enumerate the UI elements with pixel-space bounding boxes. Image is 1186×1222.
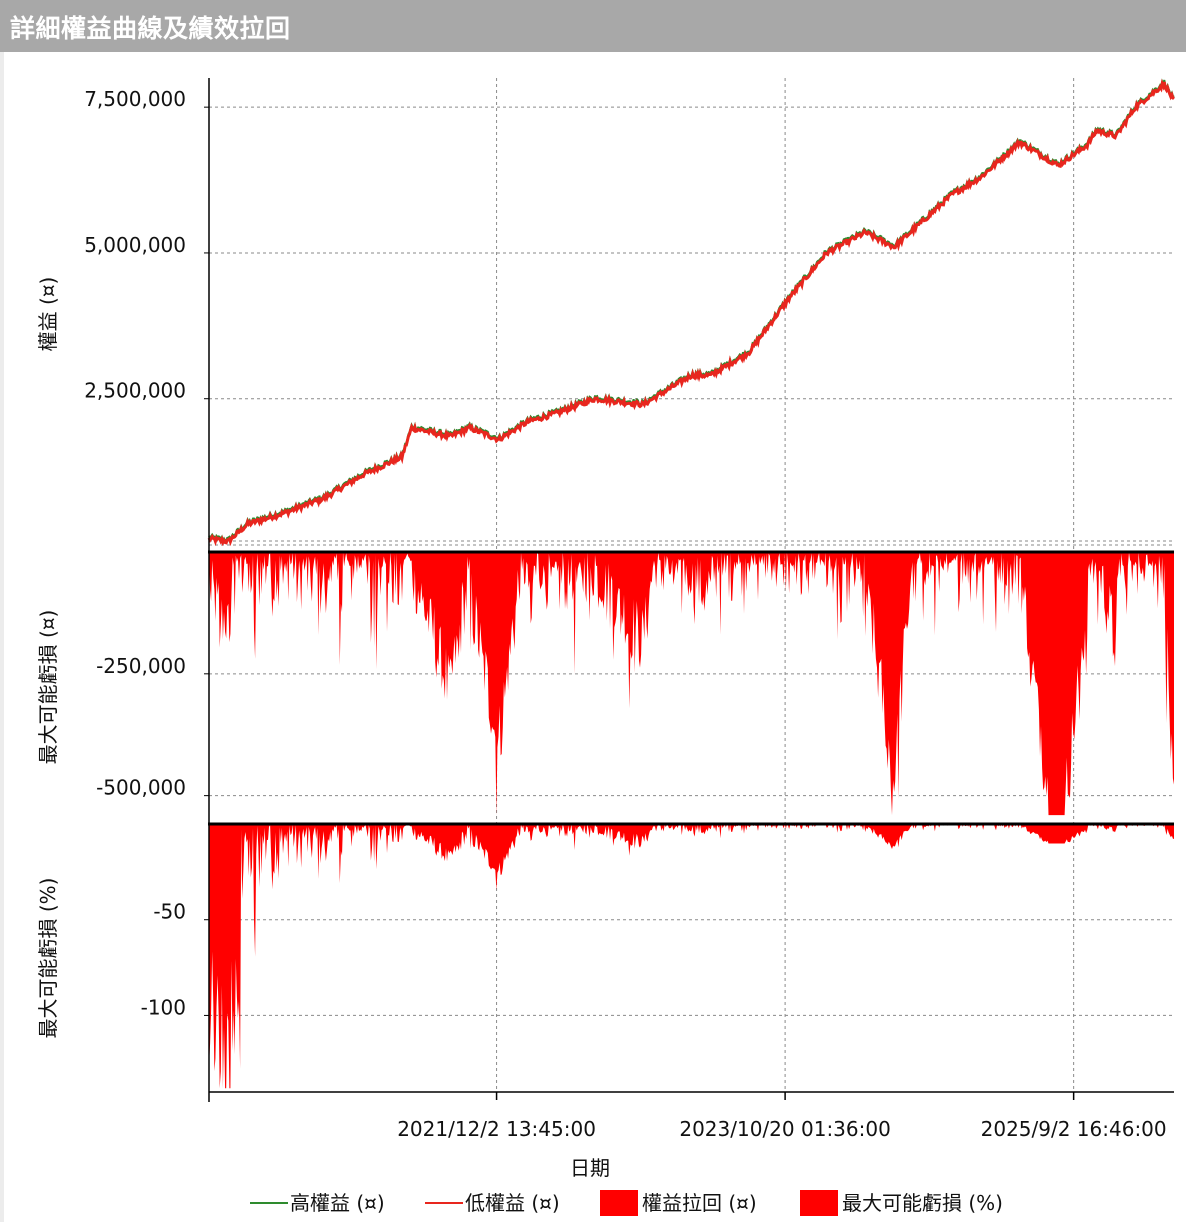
y-tick-label: -250,000: [96, 654, 186, 678]
drawdown-panel: 最大可能虧損 (¤) -250,000 -500,000: [36, 550, 1174, 816]
legend-item-label: 高權益 (¤): [290, 1191, 385, 1215]
drawdown-y-ticks: -250,000 -500,000: [96, 654, 209, 800]
y-tick-label: -500,000: [96, 776, 186, 800]
x-tick-label: 2023/10/20 01:36:00: [679, 1117, 890, 1141]
legend-item-label: 權益拉回 (¤): [642, 1191, 757, 1215]
y-tick-label: -100: [141, 995, 186, 1019]
window-title-bar: 詳細權益曲線及績效拉回: [0, 0, 1186, 52]
y-tick-label: 7,500,000: [84, 87, 186, 111]
legend-item-label: 低權益 (¤): [465, 1191, 560, 1215]
equity-y-ticks: 2,500,000 5,000,000 7,500,000: [84, 87, 209, 403]
low-equity-line: [207, 78, 1176, 547]
drawdown-percent-panel: 最大可能虧損 (%) -50 -100: [36, 822, 1174, 1089]
x-tick-label: 2025/9/2 16:46:00: [981, 1117, 1167, 1141]
drawdown-percent-y-ticks: -50 -100: [141, 900, 209, 1019]
y-tick-label: 2,500,000: [84, 379, 186, 403]
drawdown-percent-area: [209, 824, 1174, 1089]
legend: 高權益 (¤) 低權益 (¤) 權益拉回 (¤) 最大可能虧損 (%): [250, 1190, 1003, 1216]
equity-panel: 權益 (¤) 2,500,000 5,000,000 7,500,000: [36, 78, 1176, 547]
drawdown-area: [209, 552, 1174, 816]
x-tick-label: 2021/12/2 13:45:00: [397, 1117, 596, 1141]
legend-box-swatch: [600, 1190, 638, 1216]
x-axis-ticks: 2021/12/2 13:45:00 2023/10/20 01:36:00 202…: [208, 1092, 1167, 1141]
y-tick-label: 5,000,000: [84, 233, 186, 257]
x-axis-label: 日期: [570, 1156, 610, 1180]
drawdown-y-label: 最大可能虧損 (¤): [36, 610, 60, 765]
y-tick-label: -50: [153, 900, 186, 924]
window-frame: [0, 52, 4, 1222]
equity-y-label: 權益 (¤): [36, 277, 60, 352]
legend-box-swatch: [800, 1190, 838, 1216]
legend-item-label: 最大可能虧損 (%): [842, 1191, 1003, 1215]
window-title: 詳細權益曲線及績效拉回: [10, 14, 291, 43]
drawdown-percent-y-label: 最大可能虧損 (%): [36, 878, 60, 1039]
